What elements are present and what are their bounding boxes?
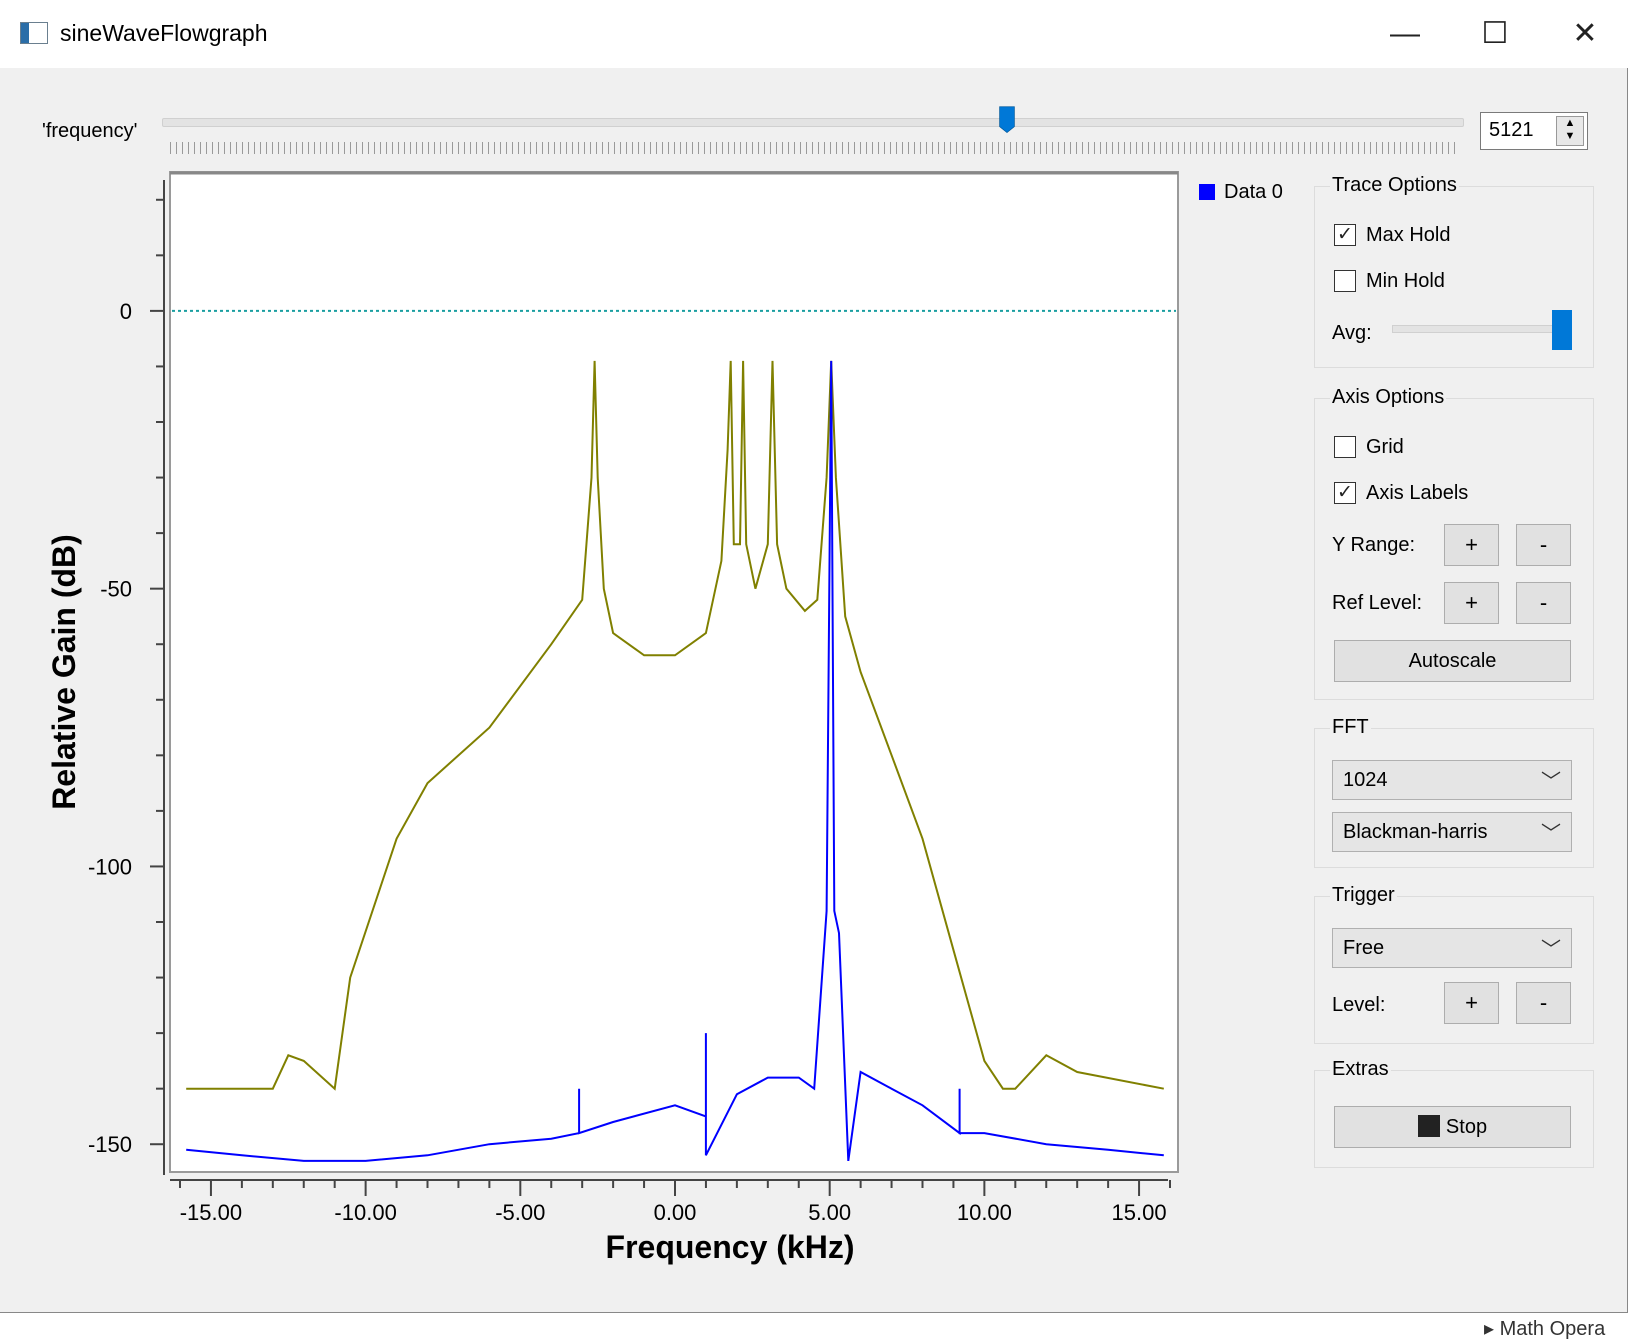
- title-bar[interactable]: sineWaveFlowgraph — ☐ ✕: [0, 0, 1628, 68]
- max-hold-checkbox[interactable]: ✓: [1334, 224, 1356, 246]
- x-tick-label: 15.00: [1112, 1200, 1167, 1225]
- y-axis-ticks: 0 -50 -100 -150: [88, 198, 164, 1157]
- trace-options-title: Trace Options: [1330, 174, 1459, 197]
- data-0-trace: [186, 360, 1164, 1162]
- legend-label[interactable]: Data 0: [1224, 181, 1283, 203]
- y-range-label: Y Range:: [1332, 534, 1416, 556]
- background-panel-hint: ▸ Math Opera: [1484, 1318, 1606, 1340]
- app-icon: [20, 22, 48, 44]
- window-title: sineWaveFlowgraph: [60, 20, 268, 46]
- grid-checkbox[interactable]: [1334, 436, 1356, 458]
- ref-level-label: Ref Level:: [1332, 592, 1423, 614]
- fft-group: [1314, 728, 1594, 868]
- ref-level-minus-button[interactable]: -: [1516, 582, 1571, 624]
- avg-label: Avg:: [1332, 322, 1372, 344]
- trigger-group: [1314, 896, 1594, 1044]
- frequency-slider-handle[interactable]: [996, 106, 1018, 134]
- frequency-slider-ticks: [170, 142, 1455, 154]
- fft-title: FFT: [1330, 716, 1371, 739]
- x-tick-label: 10.00: [957, 1200, 1012, 1225]
- y-axis-label: Relative Gain (dB): [46, 534, 82, 810]
- autoscale-button[interactable]: Autoscale: [1334, 640, 1571, 682]
- spinbox-arrows-icon[interactable]: ▲ ▼: [1556, 116, 1584, 146]
- trigger-mode-value: Free: [1343, 937, 1385, 959]
- app-window: sineWaveFlowgraph — ☐ ✕ 'frequency' 5121…: [0, 0, 1628, 1313]
- y-range-minus-button[interactable]: -: [1516, 524, 1571, 566]
- trigger-level-plus-button[interactable]: +: [1444, 982, 1499, 1024]
- axis-labels-checkbox[interactable]: ✓: [1334, 482, 1356, 504]
- x-tick-label: 5.00: [808, 1200, 851, 1225]
- check-icon: ✓: [1337, 482, 1353, 503]
- x-axis-label: Frequency (kHz): [606, 1229, 855, 1265]
- fft-size-value: 1024: [1343, 769, 1388, 791]
- close-button[interactable]: ✕: [1572, 17, 1598, 50]
- trigger-title: Trigger: [1330, 884, 1397, 907]
- y-range-plus-button[interactable]: +: [1444, 524, 1499, 566]
- min-hold-label[interactable]: Min Hold: [1366, 270, 1445, 292]
- frequency-spinbox[interactable]: 5121 ▲ ▼: [1480, 112, 1588, 150]
- x-tick-label: -5.00: [495, 1200, 545, 1225]
- extras-title: Extras: [1330, 1058, 1391, 1081]
- x-tick-label: 0.00: [654, 1200, 697, 1225]
- y-tick-label: 0: [120, 299, 132, 324]
- chevron-down-icon: ﹀: [1541, 823, 1561, 845]
- trigger-level-minus-button[interactable]: -: [1516, 982, 1571, 1024]
- x-tick-label: -10.00: [334, 1200, 396, 1225]
- grid-label[interactable]: Grid: [1366, 436, 1404, 458]
- min-hold-checkbox[interactable]: [1334, 270, 1356, 292]
- legend-swatch: [1199, 184, 1215, 200]
- frequency-label: 'frequency': [42, 120, 138, 142]
- stop-button[interactable]: Stop: [1334, 1106, 1571, 1148]
- trigger-mode-select[interactable]: Free ﹀: [1332, 928, 1572, 968]
- fft-window-select[interactable]: Blackman-harris ﹀: [1332, 812, 1572, 852]
- fft-plot[interactable]: 0 -50 -100 -150 -15.00 -10.00 -5.00 0.00 5.00 10…: [0, 160, 1195, 1300]
- avg-slider-handle[interactable]: [1552, 310, 1572, 350]
- chevron-down-icon: ﹀: [1541, 939, 1561, 961]
- extras-group: [1314, 1070, 1594, 1168]
- plot-canvas: [169, 171, 1179, 1173]
- y-tick-label: -150: [88, 1132, 132, 1157]
- maximize-button[interactable]: ☐: [1481, 17, 1509, 50]
- trigger-level-label: Level:: [1332, 994, 1386, 1016]
- axis-options-title: Axis Options: [1330, 386, 1447, 409]
- minimize-button[interactable]: —: [1390, 17, 1420, 50]
- fft-size-select[interactable]: 1024 ﹀: [1332, 760, 1572, 800]
- fft-window-value: Blackman-harris: [1343, 821, 1488, 843]
- ref-level-plus-button[interactable]: +: [1444, 582, 1499, 624]
- axis-labels-label[interactable]: Axis Labels: [1366, 482, 1469, 504]
- stop-label: Stop: [1445, 1116, 1488, 1138]
- avg-slider-track[interactable]: [1392, 325, 1572, 333]
- max-hold-trace: [186, 360, 1164, 1091]
- frequency-value: 5121: [1489, 119, 1534, 141]
- max-hold-label[interactable]: Max Hold: [1366, 224, 1451, 246]
- chevron-down-icon: ﹀: [1541, 771, 1561, 793]
- check-icon: ✓: [1337, 224, 1353, 245]
- y-tick-label: -50: [100, 577, 132, 602]
- x-axis-ticks: -15.00 -10.00 -5.00 0.00 5.00 10.00 15.00: [179, 1180, 1171, 1225]
- axis-options-group: [1314, 398, 1594, 700]
- y-tick-label: -100: [88, 854, 132, 879]
- stop-icon: [1417, 1115, 1440, 1137]
- frequency-slider-track[interactable]: [162, 118, 1464, 127]
- x-tick-label: -15.00: [180, 1200, 242, 1225]
